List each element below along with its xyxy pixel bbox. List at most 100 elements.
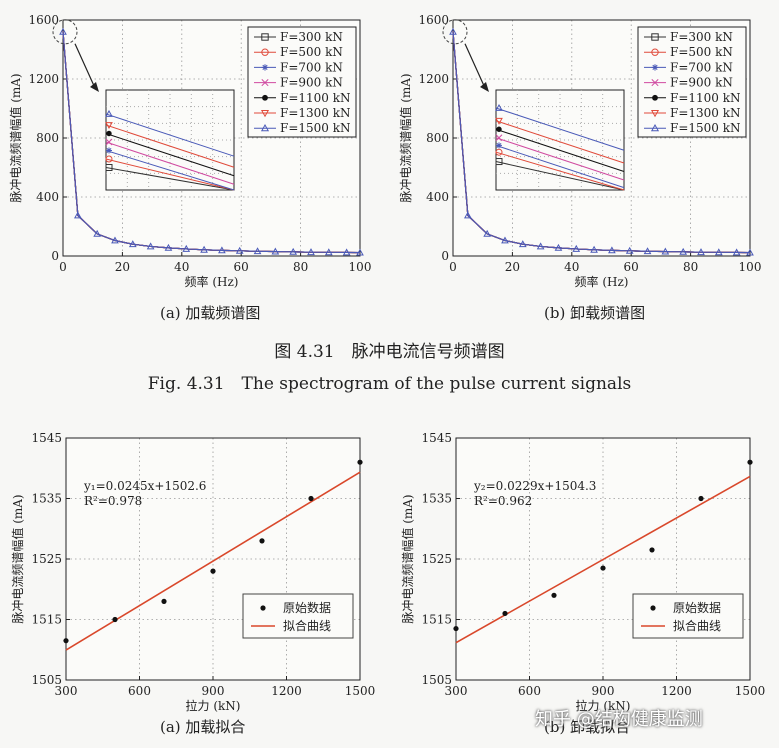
legend-marker [261,64,269,71]
legend-marker [261,48,269,56]
spectrum-chart-unloading: 0 20 40 60 80 100 0 400 800 1200 1600 频率 (Hz) 脉冲电流频谱… [398,13,762,289]
series-marker [643,247,652,255]
inset-line-0 [495,161,625,191]
inset-line-5 [105,124,235,168]
y-tick-label: 1200 [418,72,449,86]
y-axis-label: 脉冲电流频谱幅值 (mA) [8,73,23,202]
inset-marker [496,142,502,149]
series-marker [253,247,262,255]
legend-label: F=900 kN [280,76,343,90]
data-point [259,538,265,544]
legend-label: 拟合曲线 [673,618,721,633]
x-axis-label: 频率 (Hz) [185,274,239,289]
series-marker [128,240,137,248]
inset-marker [106,147,112,154]
plot-area [66,438,360,680]
x-tick-label: 1500 [735,684,766,698]
x-tick-label: 40 [174,260,189,274]
series-marker [59,27,67,35]
legend-marker [651,79,659,87]
x-tick-label: 20 [505,260,520,274]
series-marker [218,246,226,254]
series-marker [697,248,705,256]
legend-label: F=1100 kN [280,91,351,105]
inset-line-3 [495,137,625,181]
data-point [600,565,606,571]
series-marker [111,236,119,244]
x-axis-label: 拉力 (kN) [186,698,241,713]
x-tick-label: 1500 [345,684,376,698]
inset-marker [105,138,113,146]
inset-marker [106,130,112,137]
data-point [453,625,459,632]
y-tick-label: 1515 [421,613,452,627]
data-point [747,459,753,465]
fit-chart-unloading: 300 600 900 1200 1500 1505 1515 1525 1535 1545 拉力 … [400,431,766,713]
x-tick-label: 60 [234,260,249,274]
inset-line-2 [105,150,235,191]
data-point [502,610,508,617]
legend-label: F=1500 kN [670,121,741,135]
zoom-arrow [464,43,486,89]
legend-marker [260,123,270,132]
subplot-caption-spec-b: (b) 卸载频谱图 [544,304,646,322]
y-tick-label: 1515 [31,613,62,627]
inset-line-0 [105,167,235,191]
inset-line-6 [105,113,235,157]
series-line-6 [452,31,751,254]
legend-box [242,593,354,639]
data-point [698,495,704,502]
fit-chart-loading: 300 600 900 1200 1500 1505 1515 1525 1535 1545 拉力 … [10,431,376,713]
inset-line-2 [495,144,625,189]
series-marker [74,211,82,219]
y-tick-label: 0 [51,249,59,263]
x-tick-label: 1200 [271,684,302,698]
legend-marker [650,109,660,118]
spectrum-chart-loading: 0 20 40 60 80 100 0 400 800 1200 1600 频率 (Hz) 脉冲电流频谱… [8,13,371,289]
inset-line-1 [105,158,235,191]
figure-caption-en: Fig. 4.31 The spectrogram of the pulse c… [147,374,632,394]
series-marker [271,247,280,255]
y-tick-label: 1535 [31,492,62,506]
legend-marker [651,33,659,41]
data-point [210,568,216,574]
data-point [551,592,557,598]
inset-marker [495,103,503,111]
inset-marker [495,117,503,125]
series-marker [679,247,688,255]
x-tick-label: 60 [624,260,639,274]
legend-label: F=300 kN [280,30,343,44]
data-point [649,547,655,553]
series-marker [200,245,208,253]
inset-marker [495,134,503,142]
fit-r-squared: R²=0.962 [474,494,532,508]
y-tick-label: 1600 [418,13,449,27]
zoom-circle [442,19,468,45]
legend-label: F=500 kN [280,45,343,59]
zoom-arrowhead [90,82,99,92]
y-tick-label: 400 [426,190,449,204]
x-tick-label: 300 [55,684,78,698]
subplot-caption-spec-a: (a) 加载频谱图 [160,304,261,322]
legend-label: F=1300 kN [280,106,351,120]
series-marker [235,246,244,254]
data-point [112,616,118,623]
legend-label: F=700 kN [670,60,733,74]
x-tick-label: 100 [739,260,762,274]
legend-label: F=300 kN [670,30,733,44]
data-point [308,495,314,502]
legend-label: F=700 kN [280,60,343,74]
inset-marker [495,148,503,156]
y-tick-label: 1505 [421,673,452,687]
watermark: 知乎 @结构健康监测 [535,709,703,730]
inset-marker [495,158,503,166]
y-axis-label: 脉冲电流频谱幅值 (mA) [398,73,413,202]
series-marker [324,248,333,256]
y-tick-label: 1600 [28,13,59,27]
series-marker [518,240,527,248]
inset-marker [105,155,113,163]
legend-box [632,593,744,639]
series-marker [536,242,545,250]
y-tick-label: 400 [36,190,59,204]
series-marker [93,229,102,237]
